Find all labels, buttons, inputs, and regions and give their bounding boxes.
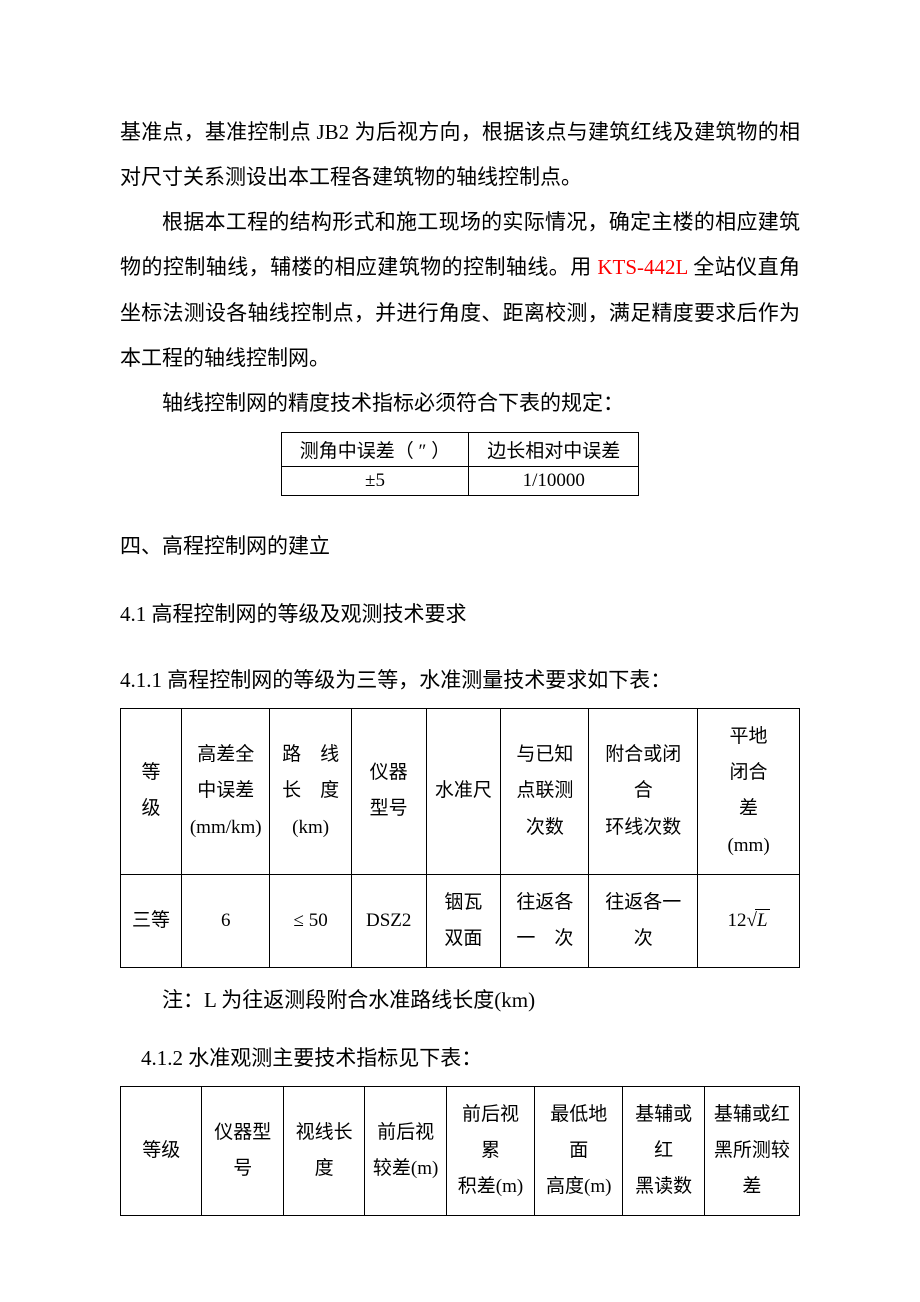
paragraph-2: 根据本工程的结构形式和施工现场的实际情况，确定主楼的相应建筑物的控制轴线，辅楼的… [120, 200, 800, 381]
t2-loop: 往返各一 次 [589, 874, 698, 967]
t3-h6: 基辅或 红 黑读数 [623, 1087, 704, 1216]
t3-h4: 前后视 累 积差(m) [446, 1087, 534, 1216]
leveling-tech-table: 等 级 高差全 中误差 (mm/km) 路 线 长 度 (km) 仪器 型号 水… [120, 708, 800, 968]
t2-known: 往返各 一 次 [501, 874, 589, 967]
precision-table: 测角中误差（ ″ ） 边长相对中误差 ±5 1/10000 [281, 432, 639, 496]
t3-h2: 视线长 度 [283, 1087, 364, 1216]
instrument-model-red: KTS-442L [592, 255, 694, 279]
t2-header-loop: 附合或闭 合 环线次数 [589, 709, 698, 874]
leveling-observe-table: 等级 仪器型 号 视线长 度 前后视 较差(m) 前后视 累 积差(m) 最低地… [120, 1086, 800, 1216]
section-4-title: 四、高程控制网的建立 [120, 524, 800, 568]
section-4-1-2-title: 4.1.2 水准观测主要技术指标见下表： [120, 1036, 800, 1080]
t2-closure: 12√L [698, 874, 800, 967]
t3-h7: 基辅或红 黑所测较 差 [704, 1087, 799, 1216]
t2-header-instr: 仪器 型号 [351, 709, 426, 874]
table-row: 等级 仪器型 号 视线长 度 前后视 较差(m) 前后视 累 积差(m) 最低地… [121, 1087, 800, 1216]
t2-header-known: 与已知 点联测 次数 [501, 709, 589, 874]
t2-diff: 6 [182, 874, 270, 967]
precision-value-angle: ±5 [281, 466, 468, 495]
t3-h3: 前后视 较差(m) [365, 1087, 446, 1216]
t2-header-closure: 平地 闭合 差 (mm) [698, 709, 800, 874]
t2-header-route: 路 线 长 度 (km) [270, 709, 351, 874]
table2-note: 注：L 为往返测段附合水准路线长度(km) [120, 978, 800, 1022]
t2-header-grade: 等 级 [121, 709, 182, 874]
t2-ruler: 铟瓦 双面 [426, 874, 501, 967]
precision-value-edge: 1/10000 [469, 466, 639, 495]
table-row: 测角中误差（ ″ ） 边长相对中误差 [281, 432, 638, 466]
t2-instr: DSZ2 [351, 874, 426, 967]
table-row: ±5 1/10000 [281, 466, 638, 495]
t2-route: ≤ 50 [270, 874, 351, 967]
closure-coeff: 12 [728, 910, 747, 931]
sqrt-radicand: L [755, 909, 770, 931]
t3-h1: 仪器型 号 [202, 1087, 283, 1216]
document-page: 基准点，基准控制点 JB2 为后视方向，根据该点与建筑红线及建筑物的相对尺寸关系… [0, 0, 920, 1302]
t2-header-diff: 高差全 中误差 (mm/km) [182, 709, 270, 874]
section-4-1-title: 4.1 高程控制网的等级及观测技术要求 [120, 592, 800, 636]
paragraph-1: 基准点，基准控制点 JB2 为后视方向，根据该点与建筑红线及建筑物的相对尺寸关系… [120, 110, 800, 200]
t3-h5: 最低地 面 高度(m) [535, 1087, 623, 1216]
t3-h0: 等级 [121, 1087, 202, 1216]
sqrt-expr: √L [747, 910, 770, 931]
precision-header-edge: 边长相对中误差 [469, 432, 639, 466]
t2-header-ruler: 水准尺 [426, 709, 501, 874]
table-row: 等 级 高差全 中误差 (mm/km) 路 线 长 度 (km) 仪器 型号 水… [121, 709, 800, 874]
precision-header-angle: 测角中误差（ ″ ） [281, 432, 468, 466]
t2-grade: 三等 [121, 874, 182, 967]
table-row: 三等 6 ≤ 50 DSZ2 铟瓦 双面 往返各 一 次 往返各一 次 12√L [121, 874, 800, 967]
section-4-1-1-title: 4.1.1 高程控制网的等级为三等，水准测量技术要求如下表： [120, 658, 800, 702]
paragraph-3: 轴线控制网的精度技术指标必须符合下表的规定： [120, 381, 800, 426]
